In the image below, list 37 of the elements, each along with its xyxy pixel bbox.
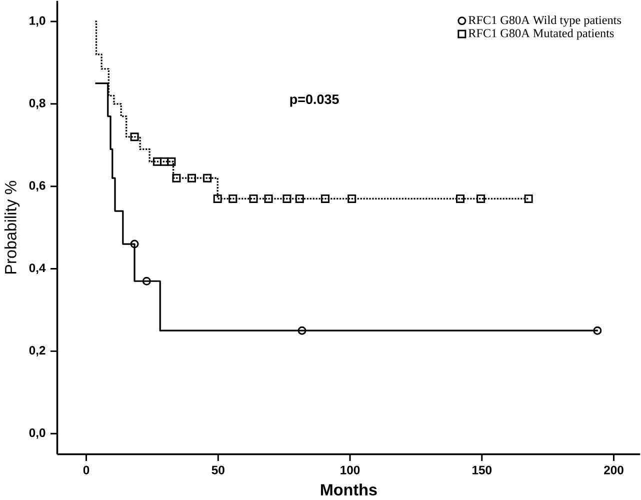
point	[142, 276, 151, 286]
point	[188, 174, 196, 182]
point	[295, 194, 304, 203]
y-tick-label: 0,8	[29, 98, 46, 110]
point	[203, 174, 212, 182]
point	[264, 194, 273, 203]
point	[160, 157, 169, 166]
point	[130, 240, 139, 248]
annotation: p=0.035	[290, 94, 339, 107]
x-tick-label: 150	[472, 466, 492, 474]
x-tick-label: 0	[83, 466, 90, 474]
point	[476, 194, 486, 203]
y-tick-label: 0,0	[29, 428, 46, 439]
legend-label: RFC1 G80A Wild type patients	[468, 16, 622, 27]
point	[348, 194, 356, 203]
y-tick-label: 0,2	[29, 346, 46, 356]
x-tick-label: 200	[604, 466, 624, 474]
legend-label: RFC1 G80A Mutated patients	[468, 28, 614, 40]
point	[213, 194, 222, 203]
y-axis-title: Probability %	[4, 180, 20, 274]
point	[524, 194, 533, 203]
point	[167, 157, 176, 166]
point	[130, 132, 139, 142]
x-tick-label: 100	[340, 466, 360, 474]
point	[228, 194, 238, 203]
x-tick-label: 50	[212, 466, 224, 474]
point	[456, 194, 465, 203]
point	[320, 194, 330, 203]
y-tick-label: 0,6	[29, 181, 46, 192]
point	[172, 174, 181, 182]
x-axis-title: Months	[320, 484, 377, 496]
point	[282, 194, 292, 203]
y-tick-label: 1,0	[30, 16, 46, 27]
point	[152, 157, 162, 166]
point	[249, 194, 258, 203]
point	[298, 326, 306, 335]
y-tick-label: 0,4	[29, 264, 46, 274]
